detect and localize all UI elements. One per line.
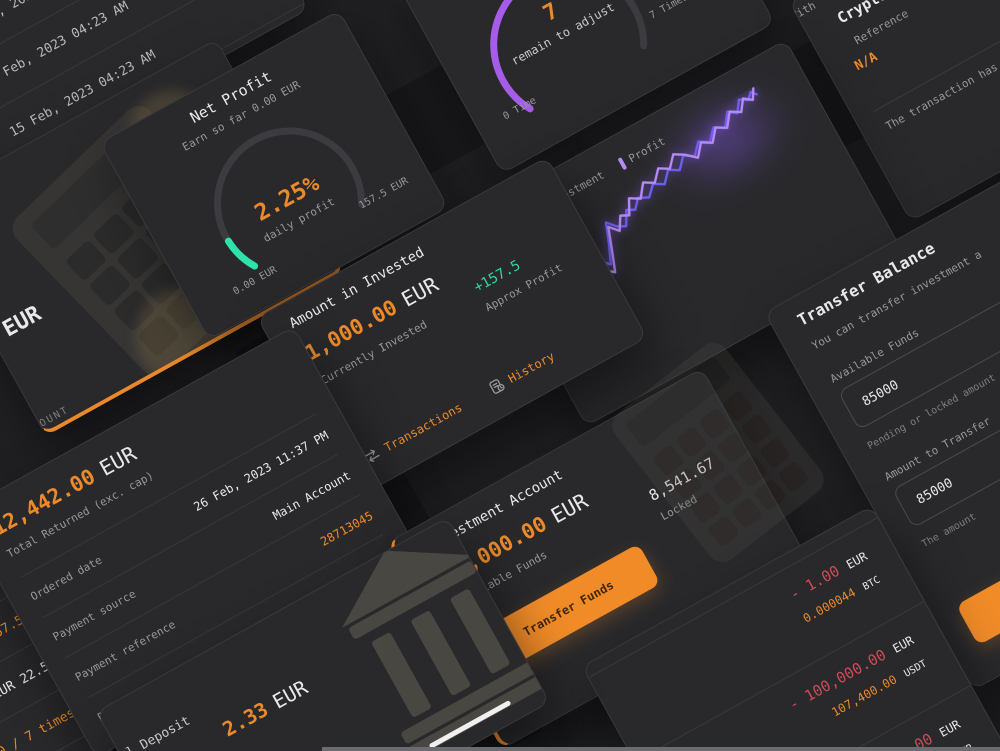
- card-kicker: With: [788, 0, 818, 24]
- tx-unit: EUR: [936, 717, 963, 740]
- transactions-action-label: Transactions: [381, 399, 465, 455]
- net-profit-card: Net Profit Earn so far 0.00 EUR 2.25% da…: [99, 9, 449, 341]
- eur-currency-label: EUR: [0, 301, 46, 343]
- history-action[interactable]: History: [487, 348, 557, 396]
- tx-unit: EUR: [843, 549, 870, 572]
- reference-value: N/A: [852, 49, 881, 75]
- tx-sub-unit: BTC: [861, 574, 883, 593]
- tx-unit: EUR: [890, 633, 917, 656]
- deposit-amount: 2.33: [218, 697, 273, 742]
- transactions-exchange-icon: [364, 449, 380, 462]
- adjust-gauge: [490, 0, 648, 113]
- tx-sub-unit: USDT: [902, 658, 929, 680]
- bottom-card-edge: [322, 747, 1000, 751]
- invested-currency: EUR: [397, 272, 443, 312]
- deposit-currency: EUR: [268, 675, 312, 714]
- amount-invested-card: Amount in Invested 1,000.00 EUR Currentl…: [256, 156, 648, 499]
- account-currency: EUR: [547, 488, 592, 529]
- returned-currency: EUR: [95, 441, 141, 481]
- history-receipt-icon: [489, 379, 505, 395]
- history-action-label: History: [505, 348, 557, 386]
- transactions-action[interactable]: Transactions: [361, 399, 464, 465]
- adjust-gauge-card: 7 remain to adjust 0 Time 7 Times: [396, 0, 776, 175]
- profit-gauge: [214, 127, 366, 270]
- amount-label-fragment: OUNT: [37, 404, 72, 430]
